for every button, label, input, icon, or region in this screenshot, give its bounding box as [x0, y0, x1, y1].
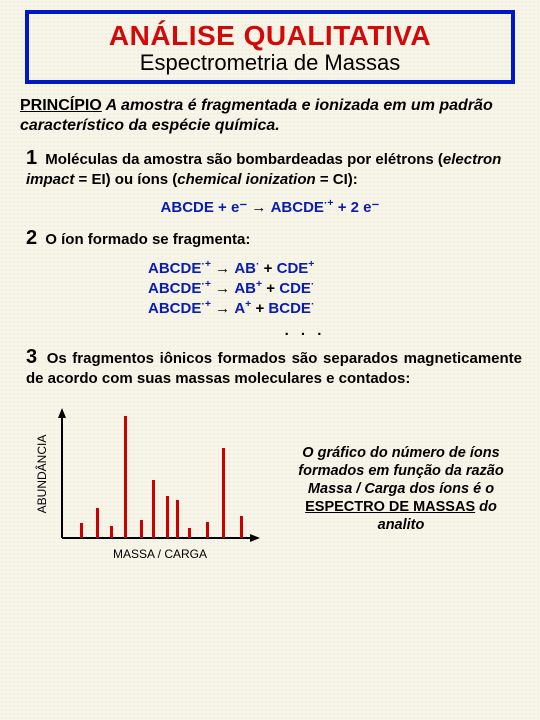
step-2-number: 2	[26, 227, 37, 249]
principle-label: PRINCÍPIO	[20, 97, 102, 114]
svg-text:ABUNDÂNCIA: ABUNDÂNCIA	[34, 435, 49, 514]
title-subtitle: Espectrometria de Massas	[37, 50, 503, 76]
fragmentation-line: ABCDE·+ → AB· + CDE+	[18, 259, 522, 279]
mass-spectrum-chart: ABUNDÂNCIA MASSA / CARGA	[26, 398, 266, 580]
step-3: 3 Os fragmentos iônicos formados são sep…	[18, 345, 522, 389]
step-3-text: Os fragmentos iônicos formados são separ…	[26, 350, 522, 387]
title-box: ANÁLISE QUALITATIVA Espectrometria de Ma…	[25, 10, 515, 84]
eqn1-arrow: →	[247, 199, 270, 216]
step-1-text: Moléculas da amostra são bombardeadas po…	[26, 151, 501, 188]
eqn1-rhs-b: + 2 e⁻	[334, 199, 380, 216]
step1-b: = EI) ou íons (	[74, 171, 177, 188]
step1-a: Moléculas da amostra são bombardeadas po…	[45, 151, 443, 168]
svg-text:MASSA / CARGA: MASSA / CARGA	[113, 547, 207, 561]
step-1-number: 1	[26, 147, 37, 169]
step1-ci: chemical ionization	[177, 171, 315, 188]
eqn1-lhs: ABCDE + e⁻	[161, 199, 248, 216]
chart-area: ABUNDÂNCIA MASSA / CARGA O gráfico do núm…	[18, 398, 522, 580]
equation-1: ABCDE + e⁻ → ABCDE·+ + 2 e⁻	[18, 198, 522, 216]
step-2: 2 O íon formado se fragmenta:	[18, 226, 522, 251]
eqn1-rhs-sup: ·+	[324, 197, 334, 209]
fragmentation-line: ABCDE·+ → AB+ + CDE·	[18, 279, 522, 299]
chart-note-espectro: ESPECTRO DE MASSAS	[305, 499, 475, 515]
ellipsis-dots: . . .	[18, 322, 522, 339]
step1-c: = CI):	[316, 171, 358, 188]
fragmentation-line: ABCDE·+ → A+ + BCDE·	[18, 299, 522, 319]
title-main: ANÁLISE QUALITATIVA	[37, 20, 503, 52]
step-2-text: O íon formado se fragmenta:	[45, 231, 250, 248]
eqn1-rhs-a: ABCDE	[271, 199, 324, 216]
step-3-number: 3	[26, 346, 37, 368]
fragmentation-lines: ABCDE·+ → AB· + CDE+ABCDE·+ → AB+ + CDE·…	[18, 259, 522, 320]
step-1: 1 Moléculas da amostra são bombardeadas …	[18, 146, 522, 190]
principle-text: PRINCÍPIO A amostra é fragmentada e ioni…	[18, 96, 522, 136]
chart-caption: O gráfico do número de íons formados em …	[280, 444, 522, 535]
chart-note-a: O gráfico do número de íons formados em …	[298, 445, 503, 497]
